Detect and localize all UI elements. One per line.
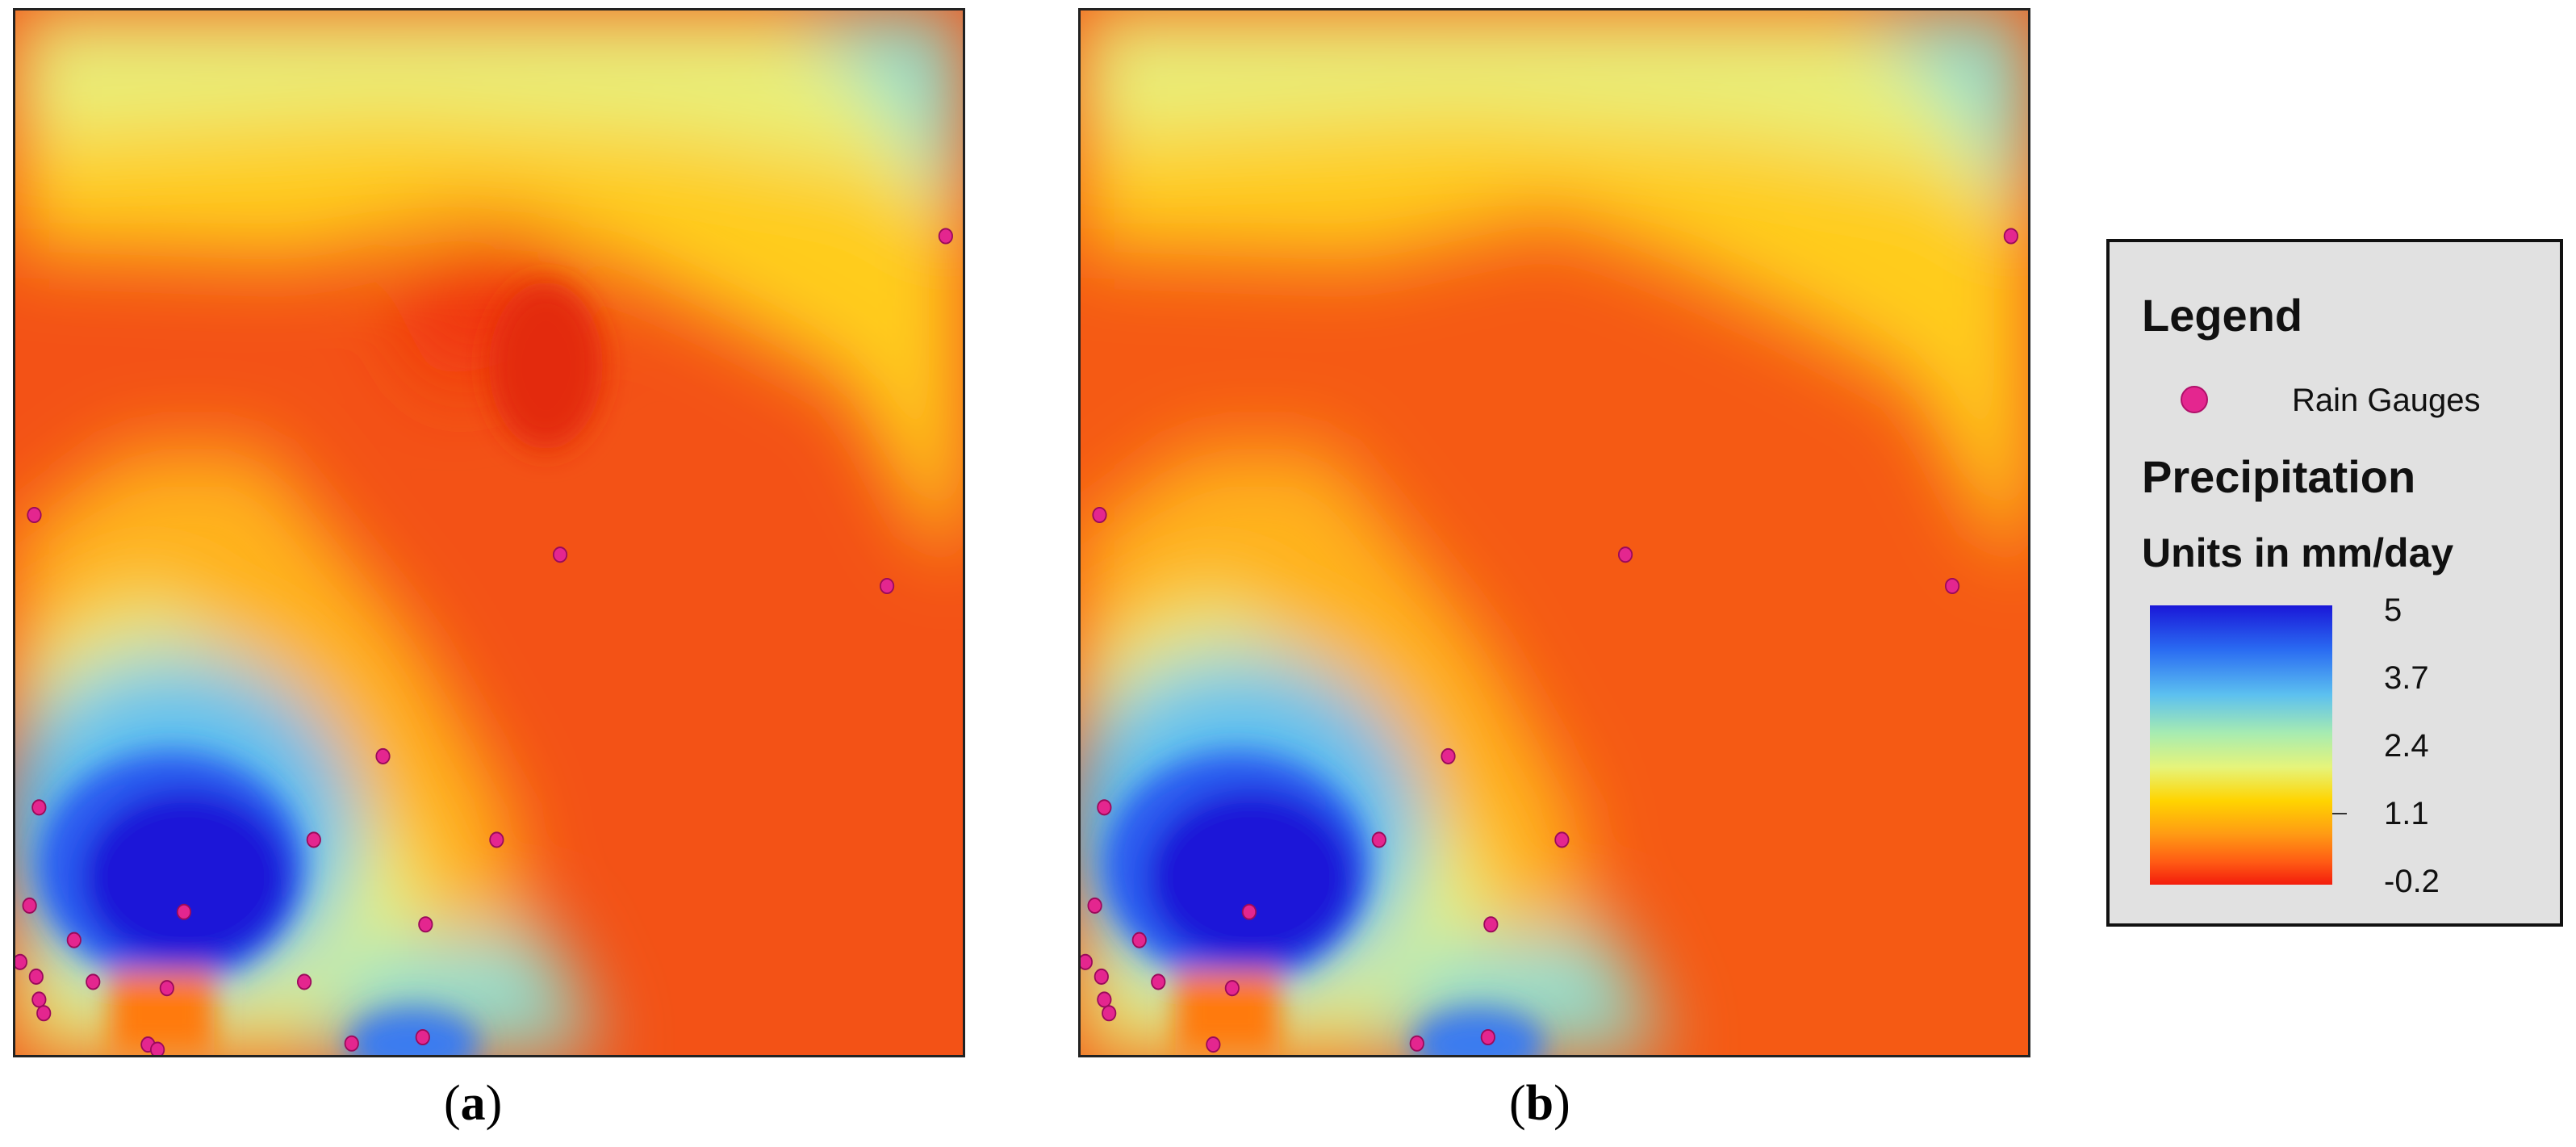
ramp-tick	[2332, 813, 2347, 814]
caption-a: (a)	[444, 1076, 503, 1131]
ramp-label-2: 3.7	[2384, 660, 2429, 696]
rain-gauge-point	[1241, 903, 1257, 920]
precipitation-map-a	[13, 8, 965, 1057]
rain-gauge-point	[296, 973, 312, 990]
rain-gauge-point	[1224, 980, 1240, 997]
rain-gauge-point	[306, 831, 321, 848]
rain-gauge-points-b	[1081, 228, 2018, 1053]
rain-gauge-points-a	[15, 228, 953, 1055]
rain-gauge-point	[36, 1005, 52, 1022]
rain-gauge-point	[1480, 1028, 1495, 1046]
rain-gauge-point	[1097, 991, 1112, 1008]
rain-gauge-point	[1087, 897, 1102, 914]
ramp-label-max: 5	[2384, 592, 2402, 628]
rain-gauge-point	[2003, 228, 2018, 245]
rain-gauge-point	[31, 799, 47, 816]
rain-gauge-point	[159, 980, 174, 997]
rain-gauge-point	[1092, 506, 1107, 524]
rain-gauge-point	[1409, 1035, 1424, 1052]
rain-gauge-point	[1371, 831, 1386, 848]
rain-gauge-point	[1554, 831, 1570, 848]
rain-gauge-point	[86, 973, 101, 990]
precipitation-color-ramp	[2150, 605, 2332, 885]
caption-b: (b)	[1509, 1076, 1570, 1131]
ramp-label-4: 1.1	[2384, 796, 2429, 831]
rain-gauge-point	[489, 831, 504, 848]
rain-gauge-point	[552, 546, 568, 563]
rain-gauge-point	[415, 1028, 430, 1046]
rain-gauge-point	[1441, 747, 1456, 764]
rain-gauge-point	[1094, 968, 1109, 985]
legend-box: Legend Rain Gauges Precipitation Units i…	[2106, 239, 2563, 927]
precipitation-title: Precipitation	[2142, 451, 2416, 502]
rain-gauge-point	[1483, 916, 1499, 933]
rain-gauge-point	[22, 897, 37, 914]
rain-gauge-point	[1102, 1005, 1117, 1022]
rain-gauge-point	[176, 903, 192, 920]
rain-gauge-point	[344, 1035, 359, 1052]
rain-gauge-point	[1206, 1036, 1221, 1053]
rain-gauge-point	[150, 1041, 165, 1055]
rain-gauge-label: Rain Gauges	[2292, 383, 2481, 418]
ramp-label-min: -0.2	[2384, 864, 2440, 899]
rain-gauge-point	[1097, 799, 1112, 816]
map-a-raster	[15, 10, 963, 1055]
rain-gauge-point	[1081, 953, 1093, 970]
rain-gauge-point	[375, 747, 391, 764]
rain-gauge-point	[879, 577, 895, 595]
rain-gauge-point	[1131, 931, 1147, 948]
rain-gauge-point	[15, 953, 27, 970]
rain-gauge-point	[28, 968, 44, 985]
rain-gauge-point	[1944, 577, 1960, 595]
units-label: Units in mm/day	[2142, 530, 2454, 576]
ramp-label-3: 2.4	[2384, 728, 2429, 764]
rain-gauge-point	[1151, 973, 1166, 990]
rain-gauge-point	[1617, 546, 1633, 563]
rain-gauge-point	[66, 931, 82, 948]
rain-gauge-symbol-icon	[2181, 386, 2208, 413]
rain-gauge-point	[938, 228, 953, 245]
legend-title: Legend	[2142, 290, 2303, 341]
rain-gauge-point	[418, 916, 433, 933]
rain-gauge-point	[31, 991, 47, 1008]
precipitation-map-b	[1078, 8, 2030, 1057]
map-b-raster	[1081, 10, 2028, 1055]
rain-gauge-point	[27, 506, 42, 524]
